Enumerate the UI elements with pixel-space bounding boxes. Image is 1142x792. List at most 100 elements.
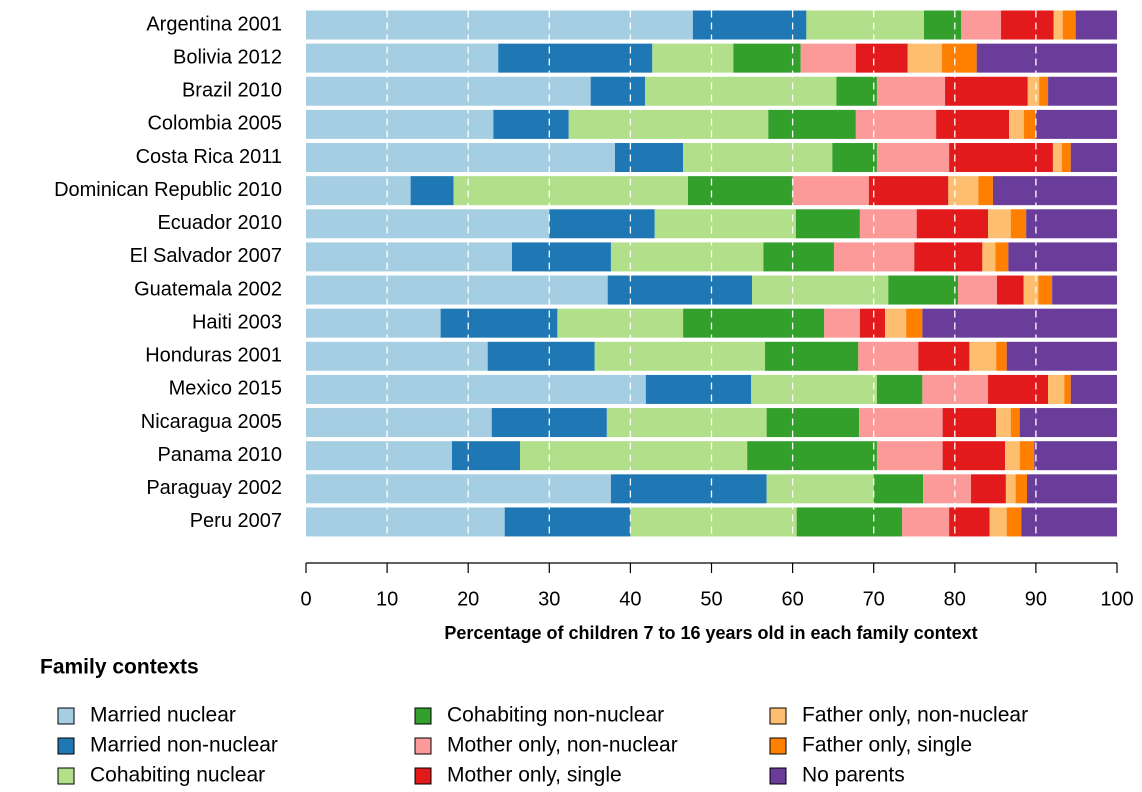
bar-segment — [306, 10, 693, 40]
y-tick-label: Ecuador 2010 — [157, 212, 282, 234]
legend-swatch — [414, 737, 432, 755]
bar-segment — [498, 43, 653, 73]
bar-segment — [451, 441, 521, 471]
bar-segment — [1001, 10, 1054, 40]
legend-label: Father only, non-nuclear — [802, 704, 1028, 727]
bar-segment — [1009, 109, 1024, 139]
bar-segment — [885, 308, 907, 338]
bar-segment — [876, 143, 950, 173]
y-tick-label: Dominican Republic 2010 — [54, 179, 282, 201]
bar-segment — [1062, 10, 1076, 40]
bar-segment — [992, 176, 1117, 206]
bar-segment — [683, 308, 825, 338]
legend-swatch — [769, 707, 787, 725]
bar-segment — [996, 408, 1011, 438]
y-tick-label: Honduras 2001 — [145, 345, 282, 367]
bar-segment — [942, 408, 997, 438]
bar-segment — [1070, 374, 1117, 404]
bar-segment — [747, 441, 877, 471]
bar-segment — [916, 209, 989, 239]
legend-label: No parents — [802, 764, 905, 787]
bar-segment — [487, 341, 595, 371]
legend-swatch — [57, 767, 75, 785]
bar-segment — [868, 176, 949, 206]
bar-segment — [1064, 374, 1071, 404]
bar-segment — [652, 43, 734, 73]
bar-segment — [1052, 143, 1062, 173]
bar-segment — [858, 341, 919, 371]
bar-segment — [1006, 341, 1117, 371]
bar-segment — [549, 209, 655, 239]
bar-segment — [995, 242, 1009, 272]
bar-segment — [989, 507, 1007, 537]
legend-label: Mother only, single — [447, 764, 622, 787]
bar-segment — [306, 441, 452, 471]
y-tick-label: Mexico 2015 — [169, 378, 282, 400]
bar-segment — [1070, 143, 1117, 173]
legend-swatch — [769, 737, 787, 755]
bar-segment — [306, 109, 494, 139]
y-tick-label: Brazil 2010 — [182, 80, 282, 102]
bar-segment — [1038, 275, 1053, 305]
bar-segment — [610, 474, 767, 504]
bar-segment — [876, 441, 943, 471]
bar-segment — [568, 109, 769, 139]
bar-segment — [1026, 474, 1117, 504]
bar-segment — [614, 143, 684, 173]
bar-segment — [806, 10, 924, 40]
legend-swatch — [769, 767, 787, 785]
y-tick-label: Haiti 2003 — [192, 311, 282, 333]
bar-segment — [606, 408, 767, 438]
x-tick-label: 70 — [863, 588, 885, 610]
y-tick-label: Colombia 2005 — [147, 113, 282, 135]
legend-title: Family contexts — [40, 656, 199, 679]
bar-segment — [557, 308, 684, 338]
legend-label: Father only, single — [802, 734, 972, 757]
bar-segment — [1027, 76, 1040, 106]
bar-segment — [1008, 242, 1117, 272]
bar-segment — [1026, 209, 1117, 239]
bar-segment — [306, 507, 505, 537]
bar-segment — [888, 275, 959, 305]
bar-segment — [1023, 109, 1036, 139]
bar-segment — [923, 474, 972, 504]
x-tick-label: 100 — [1100, 588, 1133, 610]
bar-segment — [855, 109, 937, 139]
bar-segment — [607, 275, 753, 305]
bar-segment — [969, 341, 997, 371]
bar-segment — [948, 176, 979, 206]
bar-segment — [1021, 507, 1117, 537]
bar-segment — [752, 275, 889, 305]
bar-segment — [1075, 10, 1117, 40]
bar-segment — [683, 143, 833, 173]
bar-segment — [1010, 408, 1020, 438]
bar-segment — [796, 507, 903, 537]
bar-segment — [594, 341, 766, 371]
bar-segment — [306, 242, 512, 272]
bar-segment — [795, 209, 860, 239]
bar-segment — [511, 242, 611, 272]
bar-segment — [1061, 143, 1071, 173]
bar-segment — [1006, 507, 1022, 537]
bar-segment — [902, 507, 950, 537]
bar-segment — [961, 10, 1002, 40]
bar-segment — [306, 474, 611, 504]
bar-segment — [914, 242, 983, 272]
bar-segment — [918, 341, 970, 371]
bar-segment — [410, 176, 454, 206]
y-tick-label: Panama 2010 — [157, 444, 282, 466]
bar-segment — [988, 209, 1011, 239]
x-tick-label: 50 — [700, 588, 722, 610]
y-tick-label: Peru 2007 — [190, 510, 282, 532]
bar-segment — [832, 143, 877, 173]
bar-segment — [800, 43, 856, 73]
bar-segment — [1019, 441, 1035, 471]
bar-segment — [976, 43, 1117, 73]
x-axis-label: Percentage of children 7 to 16 years old… — [444, 623, 977, 643]
bar-segment — [988, 374, 1049, 404]
bar-segment — [306, 43, 499, 73]
bar-segment — [855, 43, 908, 73]
legend-label: Married nuclear — [90, 704, 236, 727]
bar-segment — [792, 176, 869, 206]
